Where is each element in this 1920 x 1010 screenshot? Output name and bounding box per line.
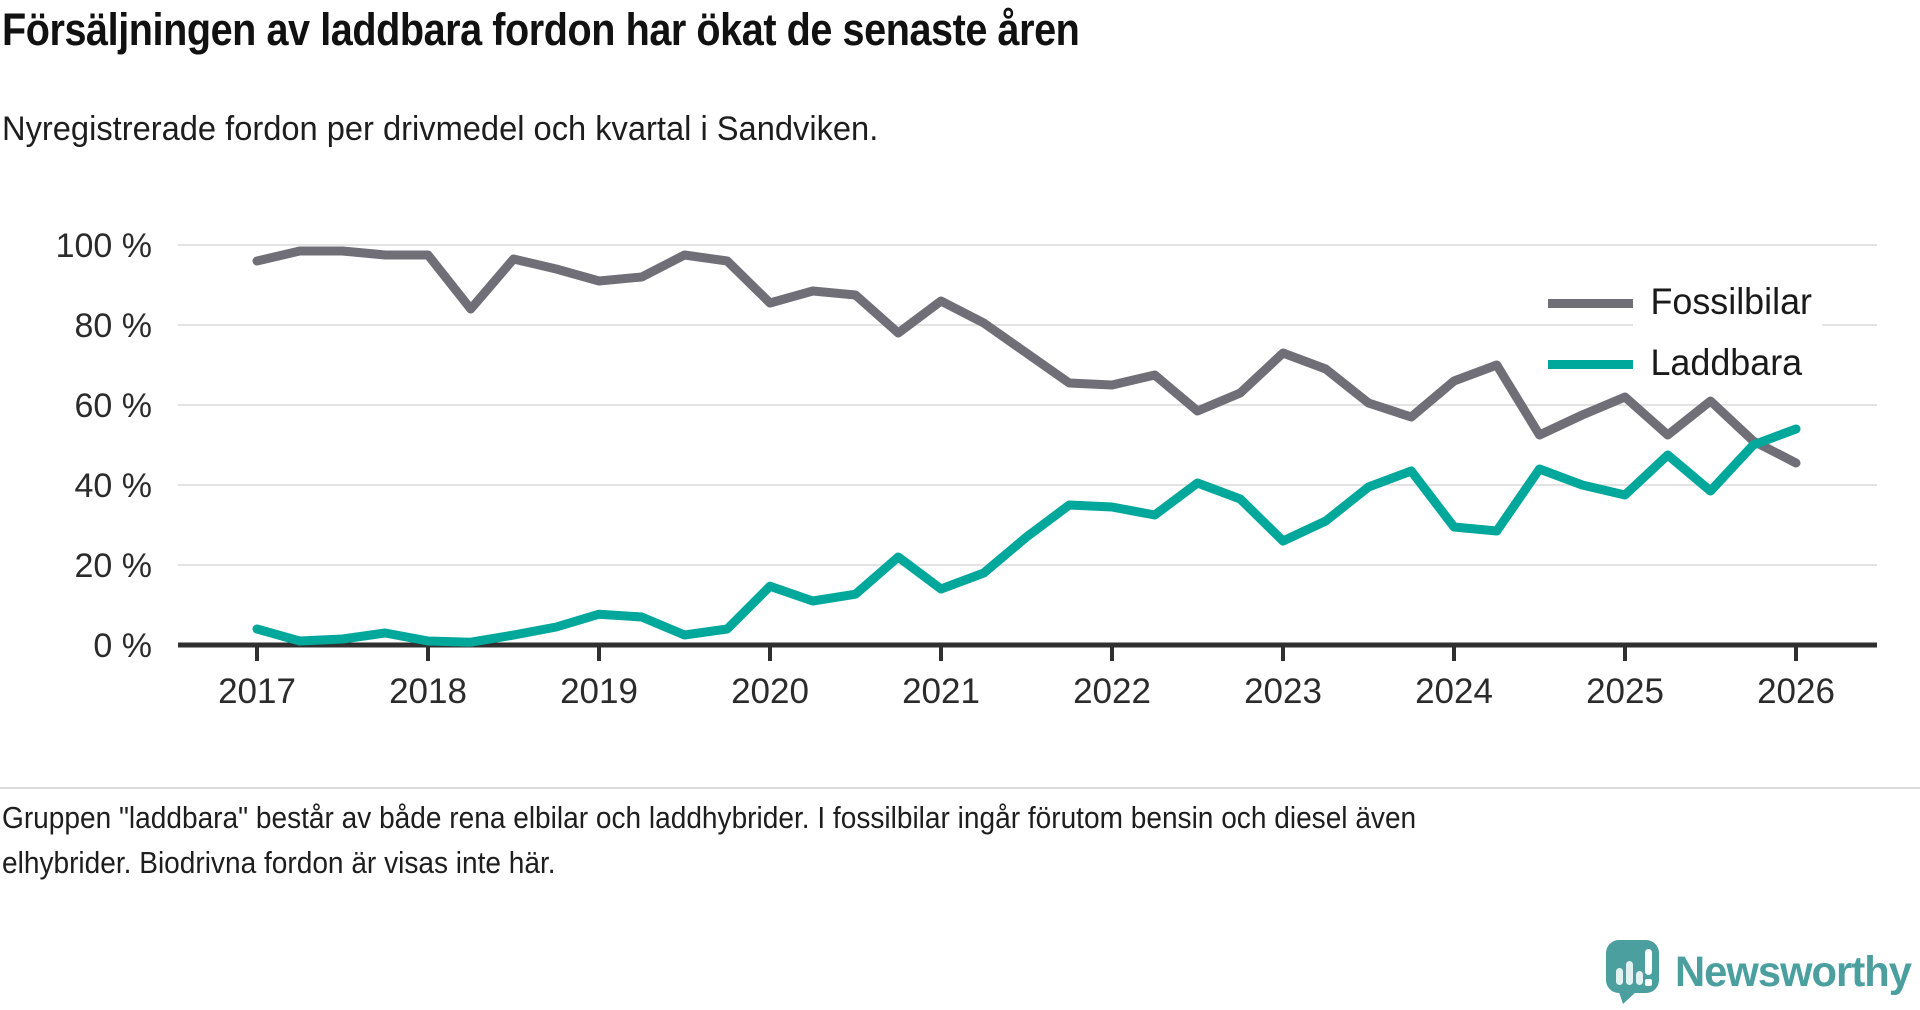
page-title: Försäljningen av laddbara fordon har öka… bbox=[2, 4, 1080, 55]
x-axis-label: 2022 bbox=[1073, 672, 1151, 711]
newsworthy-logo[interactable]: Newsworthy bbox=[1604, 938, 1918, 1006]
series-line-laddbara bbox=[252, 424, 1801, 647]
footnote-line-2: elhybrider. Biodrivna fordon är visas in… bbox=[2, 845, 556, 880]
x-axis-label: 2019 bbox=[560, 672, 638, 711]
footer-divider bbox=[0, 787, 1920, 789]
y-axis-label: 80 % bbox=[75, 307, 153, 345]
legend-item-fossilbilar: Fossilbilar bbox=[1548, 279, 1828, 327]
x-axis-label: 2023 bbox=[1244, 672, 1322, 711]
newsworthy-logo-icon bbox=[1606, 940, 1659, 1004]
x-axis-label: 2017 bbox=[218, 672, 296, 711]
legend-item-laddbara: Laddbara bbox=[1548, 340, 1828, 388]
page-subtitle: Nyregistrerade fordon per drivmedel och … bbox=[2, 110, 879, 148]
footnote: Gruppen "laddbara" består av både rena e… bbox=[2, 795, 1416, 885]
x-axis-label: 2018 bbox=[389, 672, 467, 711]
y-axis-label: 100 % bbox=[56, 227, 152, 265]
x-axis-label: 2025 bbox=[1586, 672, 1664, 711]
x-axis-label: 2026 bbox=[1757, 672, 1835, 711]
y-axis-label: 40 % bbox=[75, 467, 153, 505]
legend-swatch-fossilbilar bbox=[1548, 298, 1633, 308]
footnote-line-1: Gruppen "laddbara" består av både rena e… bbox=[2, 800, 1417, 835]
x-axis-label: 2020 bbox=[731, 672, 809, 711]
legend-swatch-laddbara bbox=[1548, 359, 1633, 369]
y-axis-label: 20 % bbox=[75, 547, 153, 585]
newsworthy-logo-text: Newsworthy bbox=[1675, 947, 1912, 996]
legend-label-fossilbilar: Fossilbilar bbox=[1633, 279, 1822, 327]
series-line-fossilbilar bbox=[252, 246, 1801, 468]
x-axis-label: 2021 bbox=[902, 672, 980, 711]
y-axis-label: 60 % bbox=[75, 387, 153, 425]
legend: Fossilbilar Laddbara bbox=[1548, 279, 1828, 388]
y-axis-label: 0 % bbox=[93, 627, 152, 665]
legend-label-laddbara: Laddbara bbox=[1633, 340, 1812, 388]
x-axis-label: 2024 bbox=[1415, 672, 1493, 711]
